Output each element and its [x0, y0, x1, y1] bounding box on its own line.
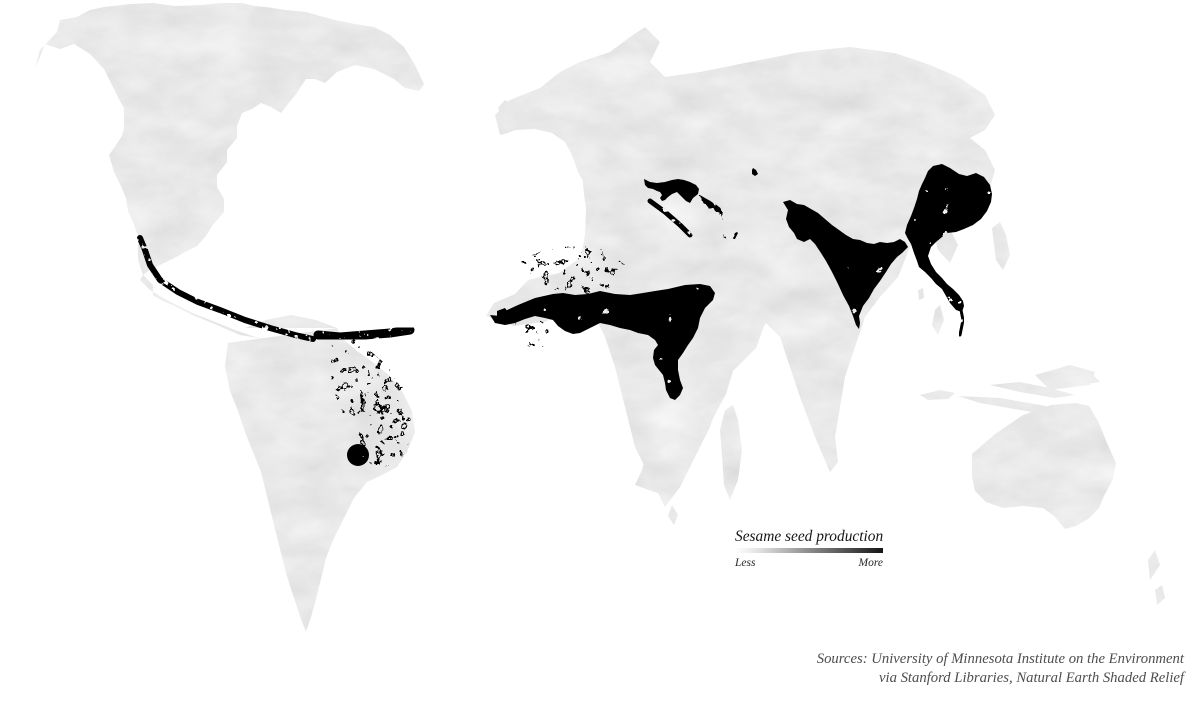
- svg-text:More: More: [858, 557, 883, 569]
- svg-text:Less: Less: [734, 557, 756, 569]
- svg-text:via Stanford Libraries, Natura: via Stanford Libraries, Natural Earth Sh…: [879, 670, 1186, 686]
- svg-text:Sesame seed production: Sesame seed production: [735, 528, 883, 545]
- svg-text:Sources: University of Minneso: Sources: University of Minnesota Institu…: [817, 651, 1185, 667]
